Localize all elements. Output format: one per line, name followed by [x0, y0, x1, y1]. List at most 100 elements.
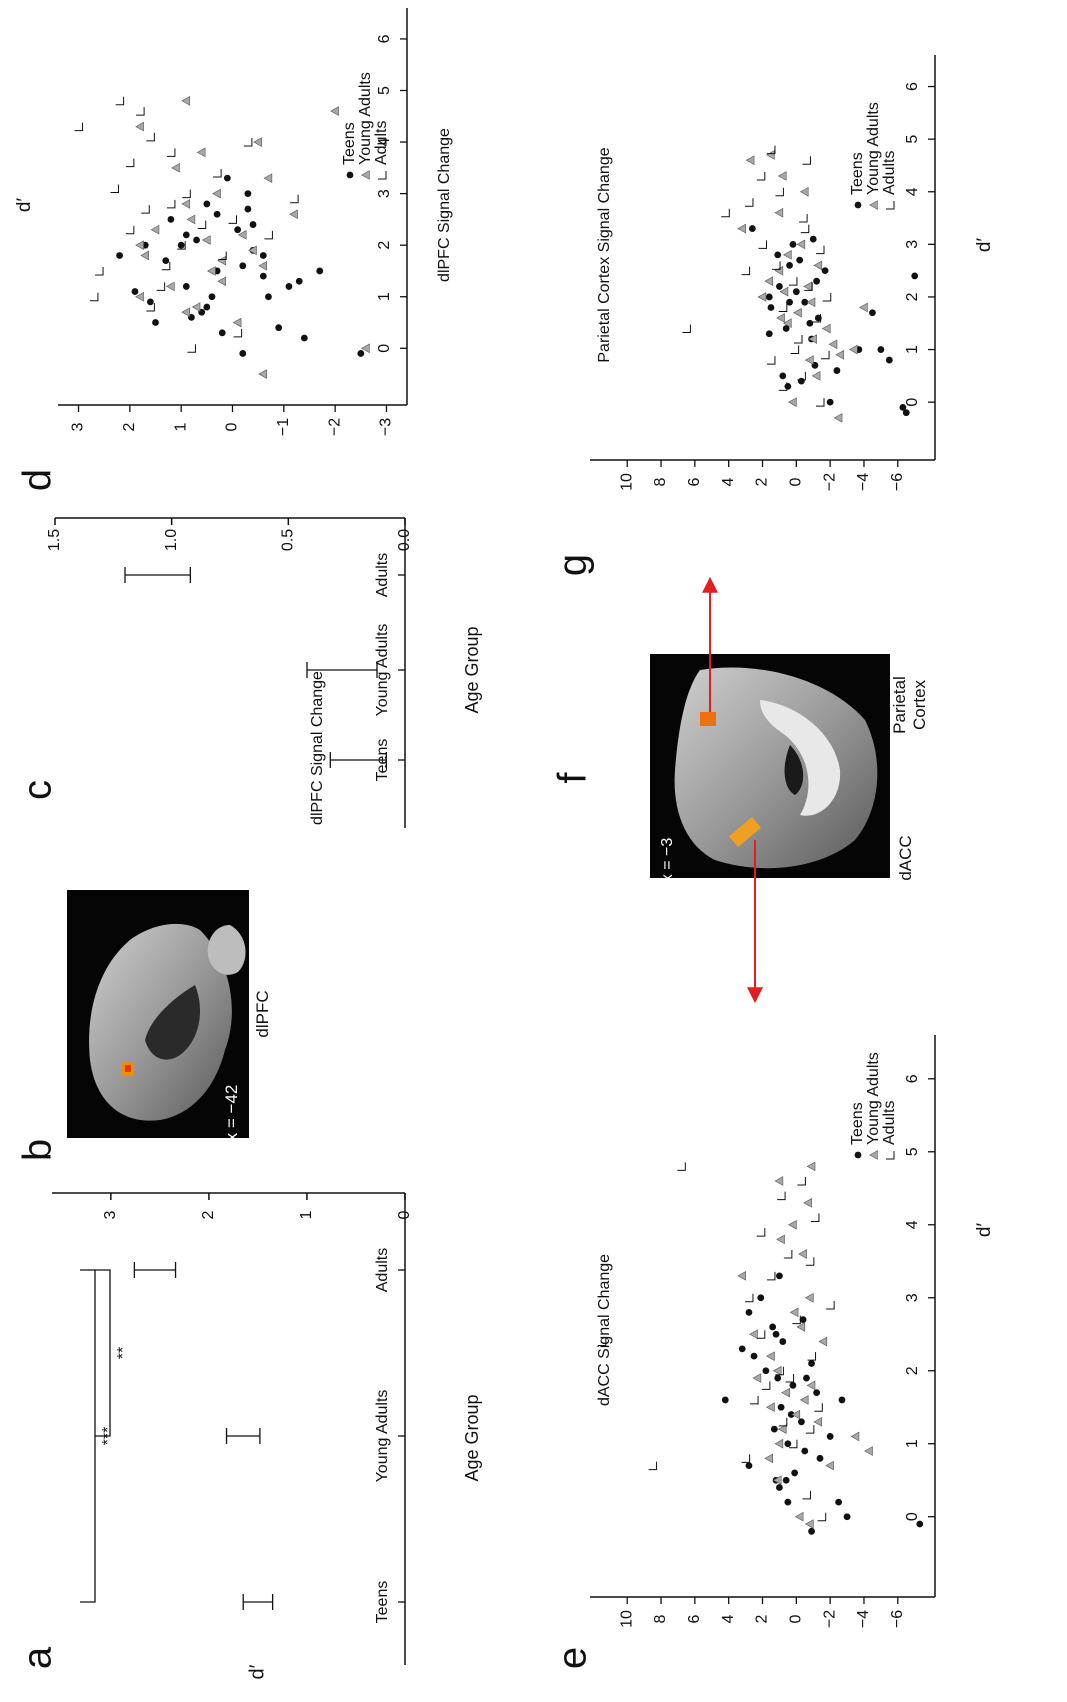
point-teens: [838, 1396, 846, 1404]
point-teens: [786, 261, 793, 269]
point-young-adults: [766, 1402, 775, 1413]
dprime-tick-label: 2: [904, 1366, 921, 1375]
point-teens: [784, 1440, 792, 1448]
value-tick-label: 1: [298, 1210, 315, 1219]
point-adults: [766, 145, 776, 155]
point-young-adults: [258, 260, 268, 271]
point-teens: [772, 1330, 780, 1338]
chart-e-scatter-dacc: 10 8 6 4 2 0 −2 −4 −6 0 1 2 3 4 5 6 d′ dACC Signal Change…: [590, 1035, 995, 1628]
point-teens: [777, 1403, 785, 1411]
point-adults: [110, 184, 119, 193]
dprime-tick-label: 0: [376, 344, 393, 353]
point-teens: [182, 231, 190, 239]
point-teens: [776, 1272, 783, 1280]
point-teens: [745, 1308, 753, 1316]
brain-b-coord: x = −42: [222, 1085, 241, 1142]
x-axis-title: d′: [974, 1223, 995, 1238]
point-young-adults: [757, 292, 767, 302]
point-adults: [197, 220, 207, 230]
brain-f-region-right-2: Cortex: [910, 679, 929, 730]
panel-label-b: b: [16, 1139, 60, 1161]
legend-label-teens: Teens: [341, 122, 358, 165]
point-teens: [787, 1411, 795, 1418]
point-young-adults: [258, 369, 268, 379]
point-teens: [757, 1294, 765, 1302]
point-young-adults: [772, 1475, 782, 1486]
point-adults: [166, 148, 176, 157]
point-adults: [783, 1249, 793, 1259]
point-teens: [203, 303, 211, 311]
point-teens: [826, 398, 834, 406]
point-adults: [744, 198, 754, 207]
value-tick-label: 1: [172, 422, 189, 431]
point-young-adults: [165, 281, 175, 292]
value-tick-label: 10: [618, 473, 635, 491]
brain-b-ventricle: [145, 985, 200, 1060]
dprime-tick-label: 3: [904, 1293, 921, 1302]
point-adults: [797, 1176, 806, 1186]
dprime-tick-label: 2: [904, 292, 921, 301]
point-teens: [809, 235, 817, 243]
point-young-adults: [779, 286, 789, 297]
point-young-adults: [764, 276, 774, 286]
brain-f-cortex: [674, 667, 878, 869]
value-tick-label: 0: [788, 477, 805, 486]
point-adults: [166, 199, 176, 209]
point-teens: [162, 257, 170, 265]
point-young-adults: [217, 255, 226, 266]
x-axis-title: d′: [14, 198, 35, 213]
panel-label-a: a: [16, 1646, 60, 1669]
value-tick-label: 8: [652, 1614, 669, 1623]
point-teens: [801, 298, 809, 306]
point-teens: [767, 304, 775, 311]
point-teens: [789, 240, 797, 248]
point-young-adults: [782, 250, 792, 260]
point-teens: [762, 1367, 770, 1375]
point-teens: [208, 293, 216, 301]
dprime-tick-label: 4: [904, 1220, 921, 1229]
point-teens: [779, 1338, 787, 1345]
point-adults: [74, 122, 84, 132]
brain-f-activation-dacc: [729, 816, 761, 848]
point-young-adults: [782, 318, 792, 329]
point-adults: [772, 261, 781, 270]
dprime-tick-label: 2: [376, 241, 393, 250]
point-adults: [805, 1425, 815, 1434]
point-teens: [806, 319, 814, 327]
point-young-adults: [789, 1307, 799, 1318]
value-tick-label: −4: [855, 1610, 872, 1628]
legend-marker-adults: [886, 1151, 895, 1160]
point-adults: [807, 1352, 817, 1361]
point-adults: [821, 350, 830, 360]
point-young-adults: [361, 343, 370, 354]
point-young-adults: [776, 313, 785, 323]
chart-g-scatter-parietal: 10 8 6 4 2 0 −2 −4 −6 0 1 2 3 4 5 6 d′ Parietal Cortex Si…: [590, 55, 995, 491]
point-teens: [295, 277, 303, 285]
point-young-adults: [212, 188, 221, 199]
dprime-tick-label: 6: [904, 1074, 921, 1083]
point-teens: [797, 1418, 805, 1426]
point-young-adults: [776, 1234, 785, 1245]
point-young-adults: [181, 95, 191, 106]
point-young-adults: [791, 1409, 801, 1420]
point-teens: [808, 1360, 815, 1367]
point-teens: [899, 404, 907, 411]
value-tick-label: 6: [686, 1614, 703, 1623]
legend-marker-adults: [886, 201, 895, 210]
point-young-adults: [237, 230, 247, 240]
point-young-adults: [794, 1511, 804, 1522]
point-young-adults: [806, 1161, 816, 1172]
point-teens: [167, 215, 175, 223]
y-axis-title: dlPFC Signal Change: [436, 128, 453, 282]
point-young-adults: [806, 1380, 816, 1391]
x-axis-title: d′: [974, 238, 995, 253]
point-young-adults: [803, 281, 812, 292]
point-adults: [778, 382, 788, 391]
point-adults: [817, 1512, 827, 1522]
point-teens: [223, 174, 231, 182]
value-tick-label: 8: [652, 477, 669, 486]
point-young-adults: [196, 147, 206, 158]
value-tick-label: 4: [720, 1614, 737, 1623]
point-adults: [156, 282, 166, 291]
